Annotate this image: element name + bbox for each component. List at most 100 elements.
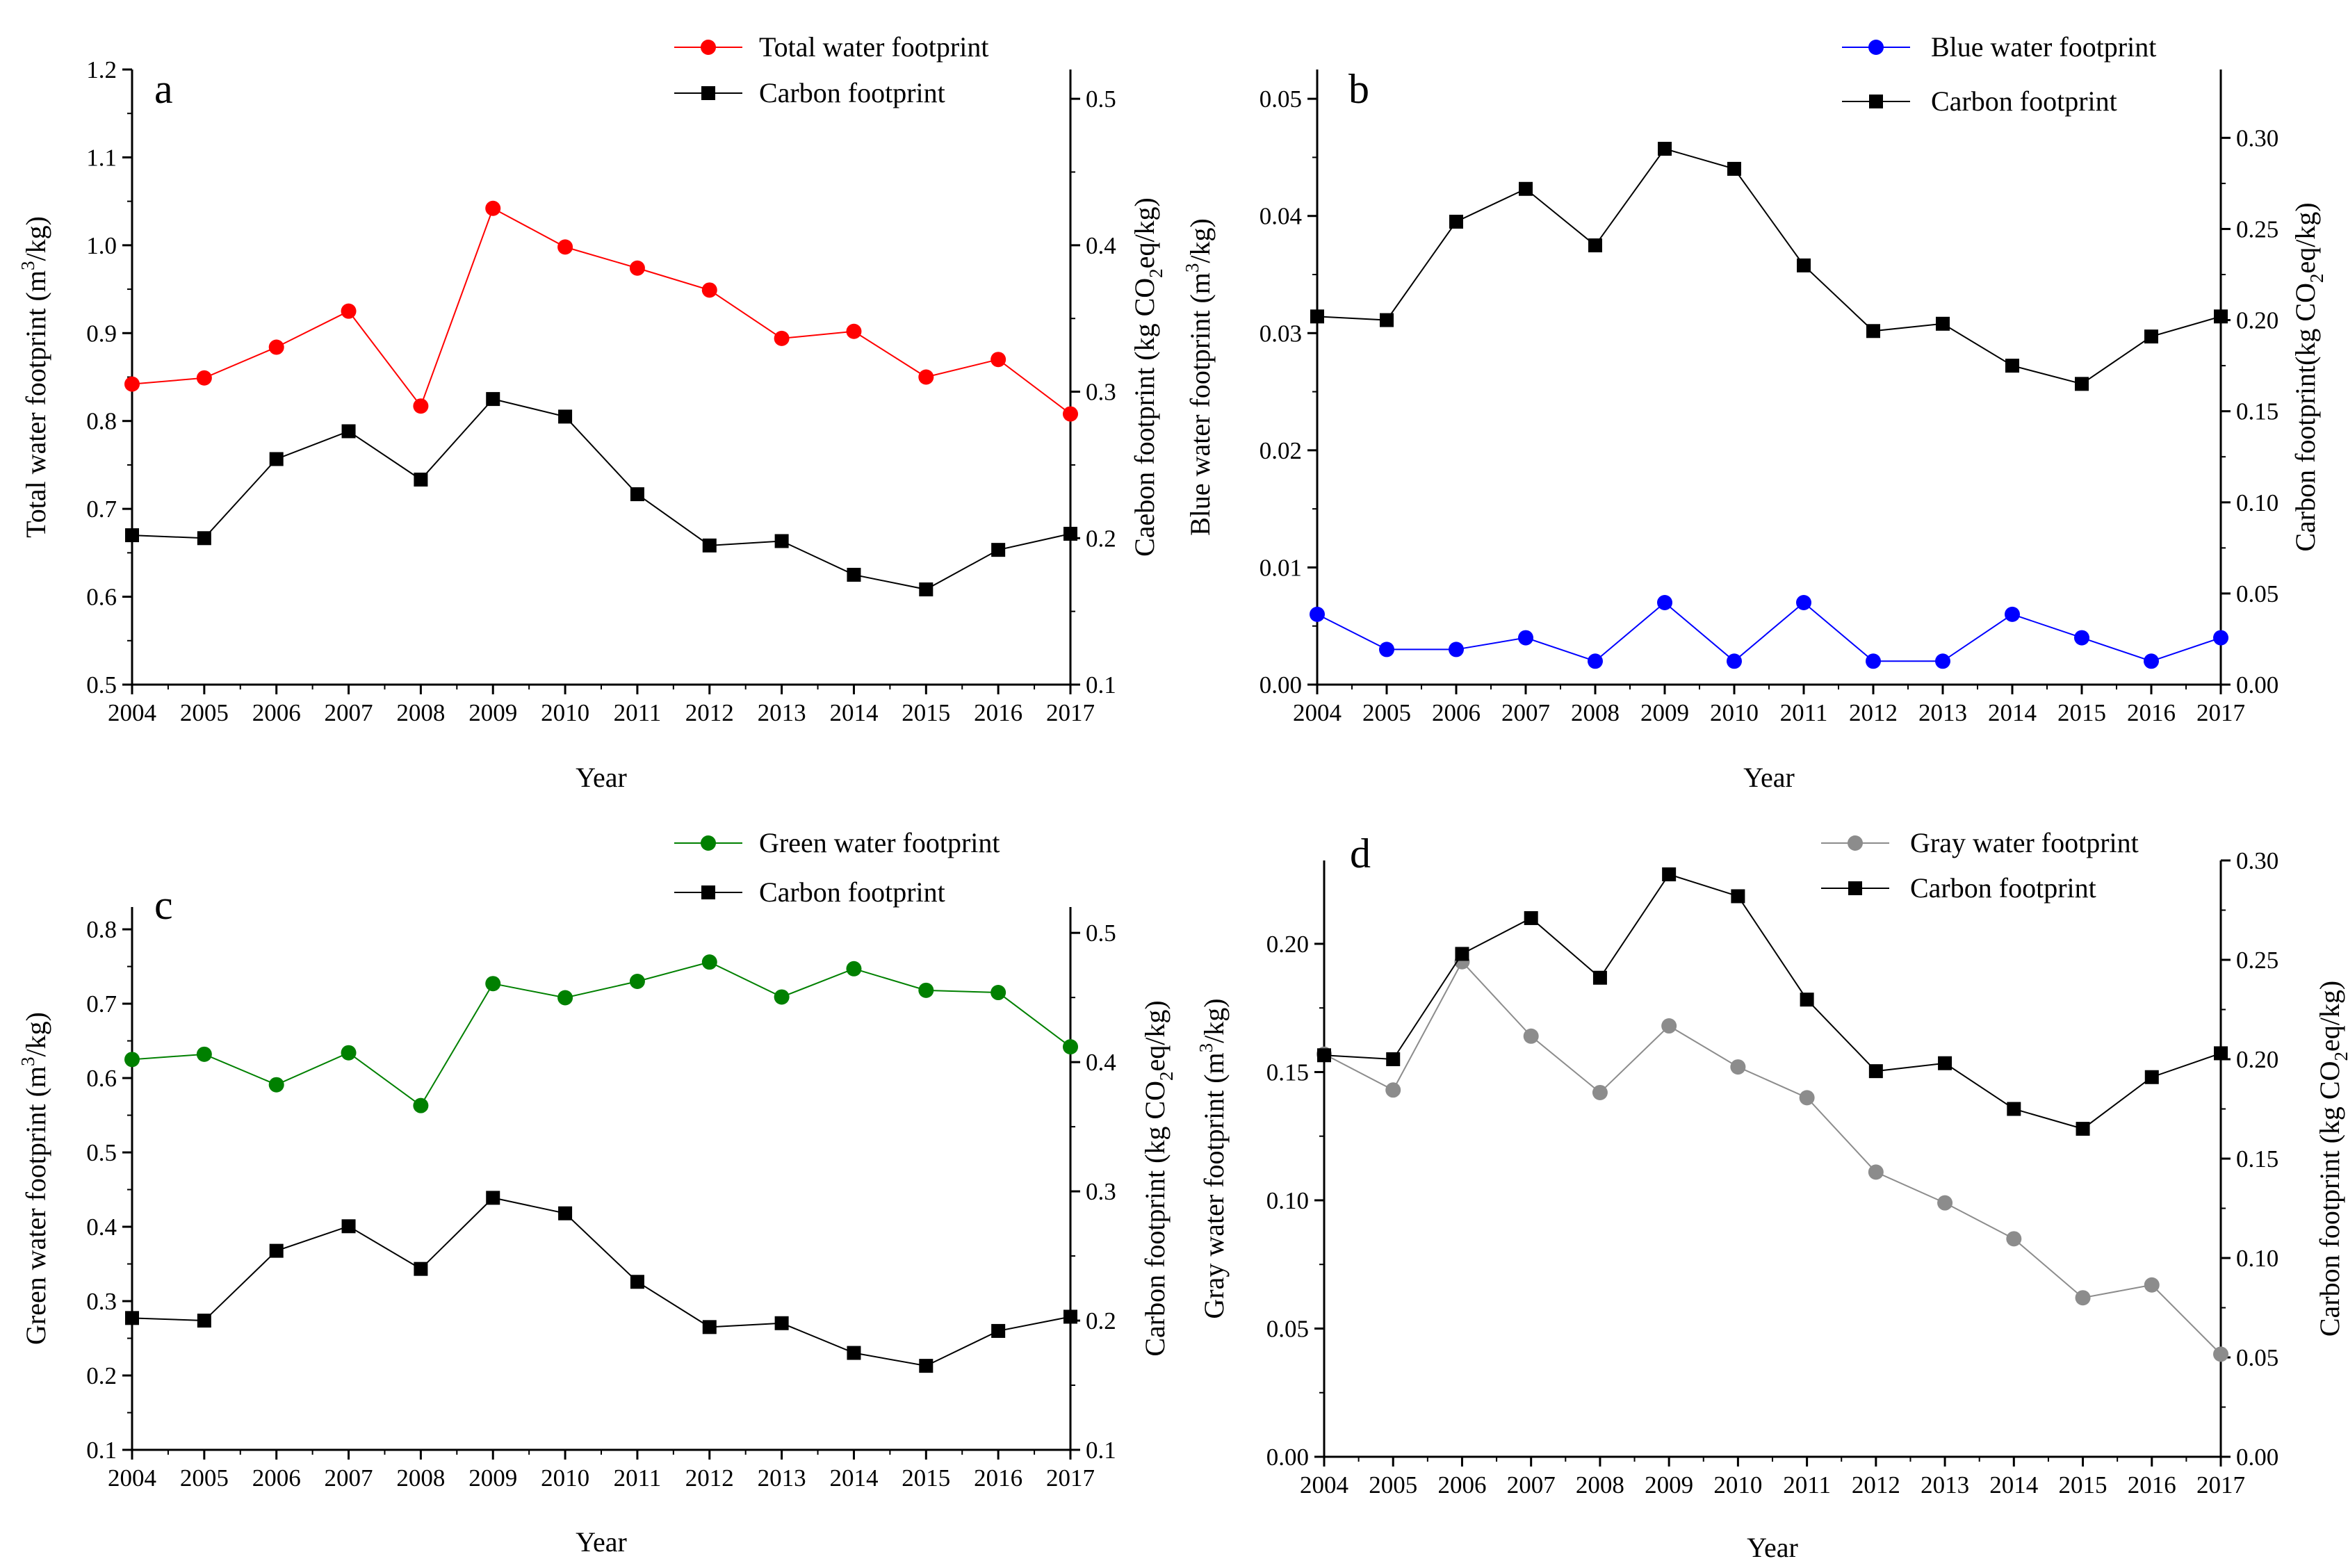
left-y-tick-label: 0.3 [86,1288,117,1315]
x-tick-label: 2010 [541,699,589,726]
series-2-point [2075,377,2089,391]
panel-letter: a [154,66,173,112]
x-tick-label: 2004 [1300,1471,1348,1498]
right-axis-title-text: Carbon footprint (kg CO [1139,1081,1171,1357]
series-2-point [341,424,356,439]
series-2-point [1938,1056,1952,1070]
left-axis-title-text-end: /kg) [1184,218,1216,263]
left-axis-title-superscript: 3 [1196,1043,1216,1053]
right-y-tick-label: 0.05 [2236,580,2278,607]
series-2-point [1317,1048,1331,1063]
x-tick-label: 2015 [2057,699,2106,726]
series-1-point [124,1052,140,1068]
series-2-point [2005,359,2019,373]
legend-label: Carbon footprint [759,77,945,108]
x-tick-label: 2010 [541,1464,589,1492]
x-tick-label: 2017 [2196,1471,2245,1498]
series-1-point [485,976,501,992]
legend-label: Total water footprint [759,31,988,63]
legend-marker [701,40,716,55]
right-y-tick-label: 0.3 [1086,1178,1116,1205]
series-2-point [1731,889,1745,904]
left-y-tick-label: 0.01 [1259,554,1302,581]
chart-panel-c: 2004 2005 2006 2007 2008 2009 2010 2011 2012 2013… [17,827,1177,1558]
series-2-point [269,452,284,466]
series-2-point [2144,1070,2159,1084]
right-y-tick-label: 0.15 [2236,1145,2278,1173]
series-2-point [2214,309,2228,324]
x-tick-label: 2013 [1918,699,1967,726]
chart-panel-a: 2004 2005 2006 2007 2008 2009 2010 2011 2012 2013… [17,31,1166,793]
right-y-tick-label: 0.3 [1086,379,1116,406]
right-y-tick-label: 0.10 [2236,1245,2278,1272]
left-y-tick-label: 0.20 [1266,931,1309,958]
x-tick-label: 2014 [1988,699,2037,726]
x-tick-label: 2006 [252,1464,301,1492]
x-tick-label: 2006 [252,699,301,726]
x-axis-title: Year [576,1526,627,1558]
series-2-point [1592,970,1607,985]
x-axis-title: Year [1743,762,1795,793]
series-1-point [341,1045,357,1061]
right-axis-title: Carbon footprint(kg CO2eq/kg) [2290,202,2327,551]
left-axis-title-superscript: 3 [17,1056,38,1066]
series-1-point [341,303,357,319]
series-2-point [1662,867,1677,882]
series-1-point [918,982,934,998]
series-2-point [486,1191,500,1205]
left-y-tick-label: 1.0 [86,232,117,259]
left-y-tick-label: 0.8 [86,408,117,435]
x-tick-label: 2007 [325,1464,373,1492]
series-2-point [2007,1102,2021,1116]
series-2-point [1063,1309,1077,1324]
left-axis-title: Total water footprint (m3/kg) [17,216,51,538]
x-tick-label: 2007 [1501,699,1550,726]
right-y-tick-label: 0.05 [2236,1344,2278,1371]
series-1-point [124,376,140,392]
x-tick-label: 2013 [758,1464,806,1492]
series-2-point [702,538,717,553]
x-tick-label: 2012 [685,699,734,726]
series-1-point [1588,653,1603,669]
x-tick-label: 2005 [1369,1471,1417,1498]
series-1-point [2213,1346,2228,1362]
series-1-point [1592,1084,1608,1100]
series-1-point [557,239,573,255]
series-1-point [196,370,212,386]
x-tick-label: 2013 [758,699,806,726]
right-y-tick-label: 0.15 [2236,398,2278,425]
left-axis-title-text: Total water footprint (m [20,270,51,538]
series-2-point [630,1275,644,1289]
series-1-point [2213,630,2228,646]
series-line-1 [1316,601,2221,662]
series-2-point [1658,142,1672,156]
legend-marker [701,835,716,851]
series-1-point [196,1046,212,1062]
series-line-2 [131,398,1071,591]
right-axis-title-subscript: 2 [2331,1052,2348,1061]
chart-panel-d: 2004 2005 2006 2007 2008 2009 2010 2011 2012 2013… [1196,827,2348,1563]
series-2-point [125,1311,139,1325]
right-axis-title-text-end: eq/kg) [2314,981,2345,1052]
right-axis-title-text: Carbon footprint (kg CO [2314,1061,2345,1337]
x-tick-label: 2011 [614,1464,662,1492]
left-y-tick-label: 0.04 [1259,203,1302,230]
legend-label: Gray water footprint [1910,827,2139,858]
series-1-point [918,369,934,385]
legend-label: Carbon footprint [759,876,945,908]
x-tick-label: 2008 [396,1464,445,1492]
legend-label: Carbon footprint [1910,872,2096,904]
series-2-point [558,409,573,424]
series-2-point [414,1261,428,1276]
x-tick-label: 2010 [1710,699,1759,726]
series-2-point [2214,1046,2228,1061]
right-axis-title-text-end: eq/kg) [2290,202,2321,273]
right-y-tick-label: 0.5 [1086,85,1116,113]
legend-marker [1869,95,1883,108]
series-1-point [990,352,1006,368]
x-tick-label: 2010 [1713,1471,1762,1498]
right-y-tick-label: 0.1 [1086,1437,1116,1464]
right-axis-title: Carbon footprint (kg CO2eq/kg) [2314,981,2348,1337]
series-2-point [919,1359,934,1373]
